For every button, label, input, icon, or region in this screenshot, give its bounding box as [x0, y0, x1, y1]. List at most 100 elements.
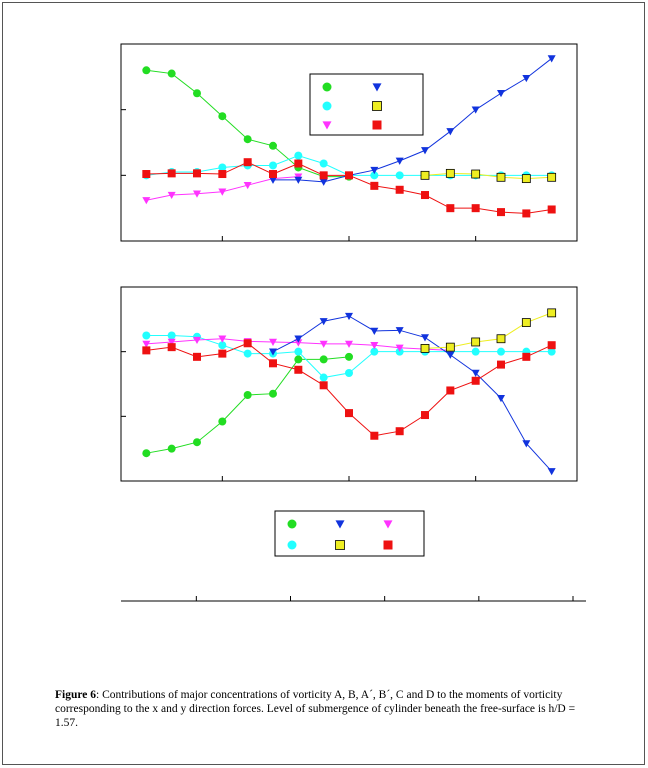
data-point [294, 336, 302, 343]
data-point [168, 70, 176, 78]
data-point [497, 395, 505, 402]
data-point [320, 374, 328, 382]
series-a-prime [269, 313, 556, 475]
data-point [497, 361, 505, 369]
data-point [269, 170, 277, 178]
data-point [193, 169, 201, 177]
data-point [269, 390, 277, 398]
series-d [142, 158, 555, 217]
data-point [168, 445, 176, 453]
series-a [142, 353, 353, 457]
data-point [548, 173, 556, 181]
legend-item [323, 102, 332, 111]
series-c [142, 173, 302, 204]
series-line [273, 316, 552, 471]
data-point [320, 355, 328, 363]
data-point [320, 381, 328, 389]
data-point [320, 318, 328, 325]
legend [310, 74, 423, 135]
data-point [472, 204, 480, 212]
data-point [421, 171, 429, 179]
data-point [548, 468, 556, 475]
time-axis [121, 596, 586, 601]
data-point [294, 152, 302, 160]
legend-item [336, 541, 345, 550]
data-point [370, 182, 378, 190]
figure-canvas [0, 0, 648, 768]
data-point [142, 170, 150, 178]
data-point [472, 338, 480, 346]
data-point [345, 171, 353, 179]
data-point [193, 353, 201, 361]
legend-box [275, 511, 424, 556]
legend-marker [323, 102, 332, 111]
data-point [522, 175, 530, 183]
data-point [320, 160, 328, 168]
data-point [421, 147, 429, 154]
data-point [472, 377, 480, 385]
data-point [497, 208, 505, 216]
data-point [421, 334, 429, 341]
data-point [522, 209, 530, 217]
series-line [425, 173, 552, 178]
data-point [497, 173, 505, 181]
data-point [142, 449, 150, 457]
data-point [548, 341, 556, 349]
legend [275, 511, 424, 556]
data-point [446, 204, 454, 212]
legend-marker [288, 541, 297, 550]
data-point [345, 353, 353, 361]
data-point [446, 343, 454, 351]
data-point [244, 350, 252, 358]
data-point [472, 170, 480, 178]
caption-label: Figure 6 [55, 689, 96, 701]
chart-1 [121, 44, 577, 241]
data-point [218, 350, 226, 358]
caption-text: : Contributions of major concentrations … [55, 689, 575, 729]
data-point [446, 169, 454, 177]
data-point [294, 355, 302, 363]
data-point [244, 339, 252, 347]
data-point [244, 135, 252, 143]
legend-marker [323, 83, 332, 92]
data-point [218, 418, 226, 426]
data-point [522, 353, 530, 361]
data-point [142, 197, 150, 204]
data-point [548, 309, 556, 317]
data-point [320, 179, 328, 186]
data-point [168, 169, 176, 177]
figure-caption: Figure 6: Contributions of major concent… [55, 688, 595, 730]
data-point [345, 409, 353, 417]
data-point [269, 142, 277, 150]
data-point [218, 112, 226, 120]
data-point [446, 352, 454, 359]
data-point [396, 158, 404, 165]
data-point [446, 386, 454, 394]
series-b-prime [421, 309, 556, 353]
data-point [548, 55, 556, 62]
data-point [421, 191, 429, 199]
data-point [269, 359, 277, 367]
data-point [548, 205, 556, 213]
data-point [320, 171, 328, 179]
data-point [244, 158, 252, 166]
data-point [522, 75, 530, 82]
legend-item [323, 83, 332, 92]
data-point [294, 160, 302, 168]
data-point [294, 348, 302, 356]
data-point [370, 432, 378, 440]
data-point [142, 332, 150, 340]
legend-marker [288, 520, 297, 529]
series-line [146, 357, 349, 453]
data-point [421, 411, 429, 419]
data-point [396, 427, 404, 435]
legend-item [384, 541, 393, 550]
legend-item [373, 102, 382, 111]
legend-item [373, 121, 382, 130]
data-point [244, 391, 252, 399]
data-point [193, 438, 201, 446]
data-point [142, 66, 150, 74]
data-point [497, 90, 505, 97]
data-point [472, 348, 480, 356]
data-point [522, 319, 530, 327]
